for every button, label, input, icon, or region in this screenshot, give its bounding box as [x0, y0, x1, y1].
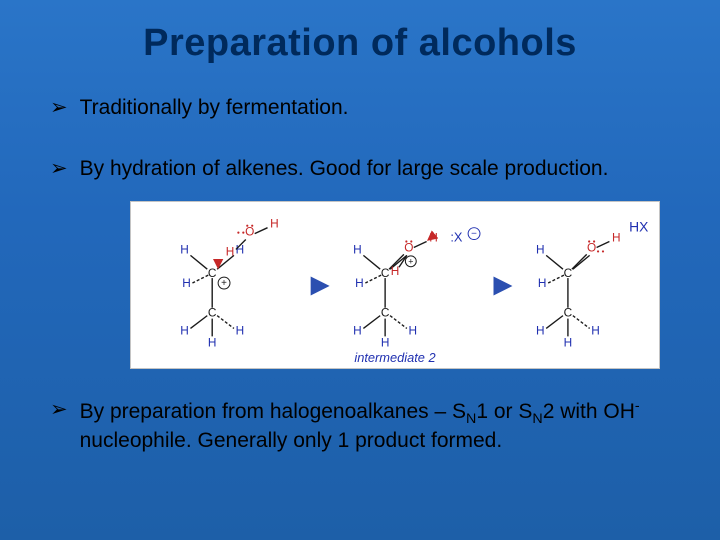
svg-text:H: H	[409, 323, 418, 337]
reaction-diagram-svg: CCHHHHHHOHH+CCHHHHHOHH+:X−CCHHHHHOHHX in…	[131, 202, 659, 368]
svg-text:−: −	[471, 228, 477, 239]
structure-s2: CCHHHHHOHH+:X−	[353, 227, 480, 349]
bullet-mark: ➢	[50, 156, 68, 183]
svg-text::X: :X	[450, 229, 463, 244]
svg-text:H: H	[270, 216, 279, 230]
svg-text:H: H	[612, 230, 621, 244]
bullet-1-text: Traditionally by fermentation.	[80, 95, 682, 122]
svg-text:H: H	[429, 230, 438, 244]
svg-text:C: C	[381, 305, 390, 319]
reaction-diagram: CCHHHHHHOHH+CCHHHHHOHH+:X−CCHHHHHOHHX in…	[130, 201, 660, 369]
bullet-3-text: By preparation from halogenoalkanes – SN…	[80, 397, 682, 455]
svg-text:C: C	[208, 266, 217, 280]
svg-text:O: O	[404, 240, 413, 254]
bullet-mark: ➢	[50, 95, 68, 122]
svg-text:O: O	[587, 240, 596, 254]
svg-text:H: H	[564, 335, 573, 349]
bullet-2-text: By hydration of alkenes. Good for large …	[80, 156, 682, 183]
svg-text:H: H	[391, 264, 400, 278]
svg-text:H: H	[208, 335, 217, 349]
svg-text:H: H	[353, 242, 362, 256]
svg-text:H: H	[536, 242, 545, 256]
svg-text:C: C	[564, 305, 573, 319]
svg-text:H: H	[180, 323, 189, 337]
svg-text:H: H	[236, 323, 245, 337]
svg-text:H: H	[355, 276, 364, 290]
bullet-3: ➢ By preparation from halogenoalkanes – …	[50, 397, 682, 455]
svg-text:C: C	[381, 266, 390, 280]
svg-text:+: +	[408, 256, 413, 266]
slide-body: ➢ Traditionally by fermentation. ➢ By hy…	[0, 95, 720, 455]
svg-text:H: H	[180, 242, 189, 256]
bullet-mark: ➢	[50, 397, 68, 455]
structure-s3: C C H H H H H O H HX	[536, 218, 648, 349]
svg-text:H: H	[536, 323, 545, 337]
svg-text:H: H	[538, 276, 547, 290]
structure-s1: CCHHHHHHOHH+	[180, 216, 278, 349]
svg-text:+: +	[221, 278, 227, 289]
svg-text:H: H	[226, 244, 235, 258]
svg-text:H: H	[182, 276, 191, 290]
bullet-1: ➢ Traditionally by fermentation.	[50, 95, 682, 122]
svg-text:HX: HX	[629, 218, 648, 234]
intermediate-label: intermediate 2	[354, 350, 435, 365]
svg-text:H: H	[353, 323, 362, 337]
svg-text:H: H	[591, 323, 600, 337]
svg-text:C: C	[564, 266, 573, 280]
slide-title: Preparation of alcohols	[0, 0, 720, 83]
svg-text:O: O	[245, 224, 254, 238]
svg-text:H: H	[381, 335, 390, 349]
svg-text:C: C	[208, 305, 217, 319]
bullet-2: ➢ By hydration of alkenes. Good for larg…	[50, 156, 682, 183]
